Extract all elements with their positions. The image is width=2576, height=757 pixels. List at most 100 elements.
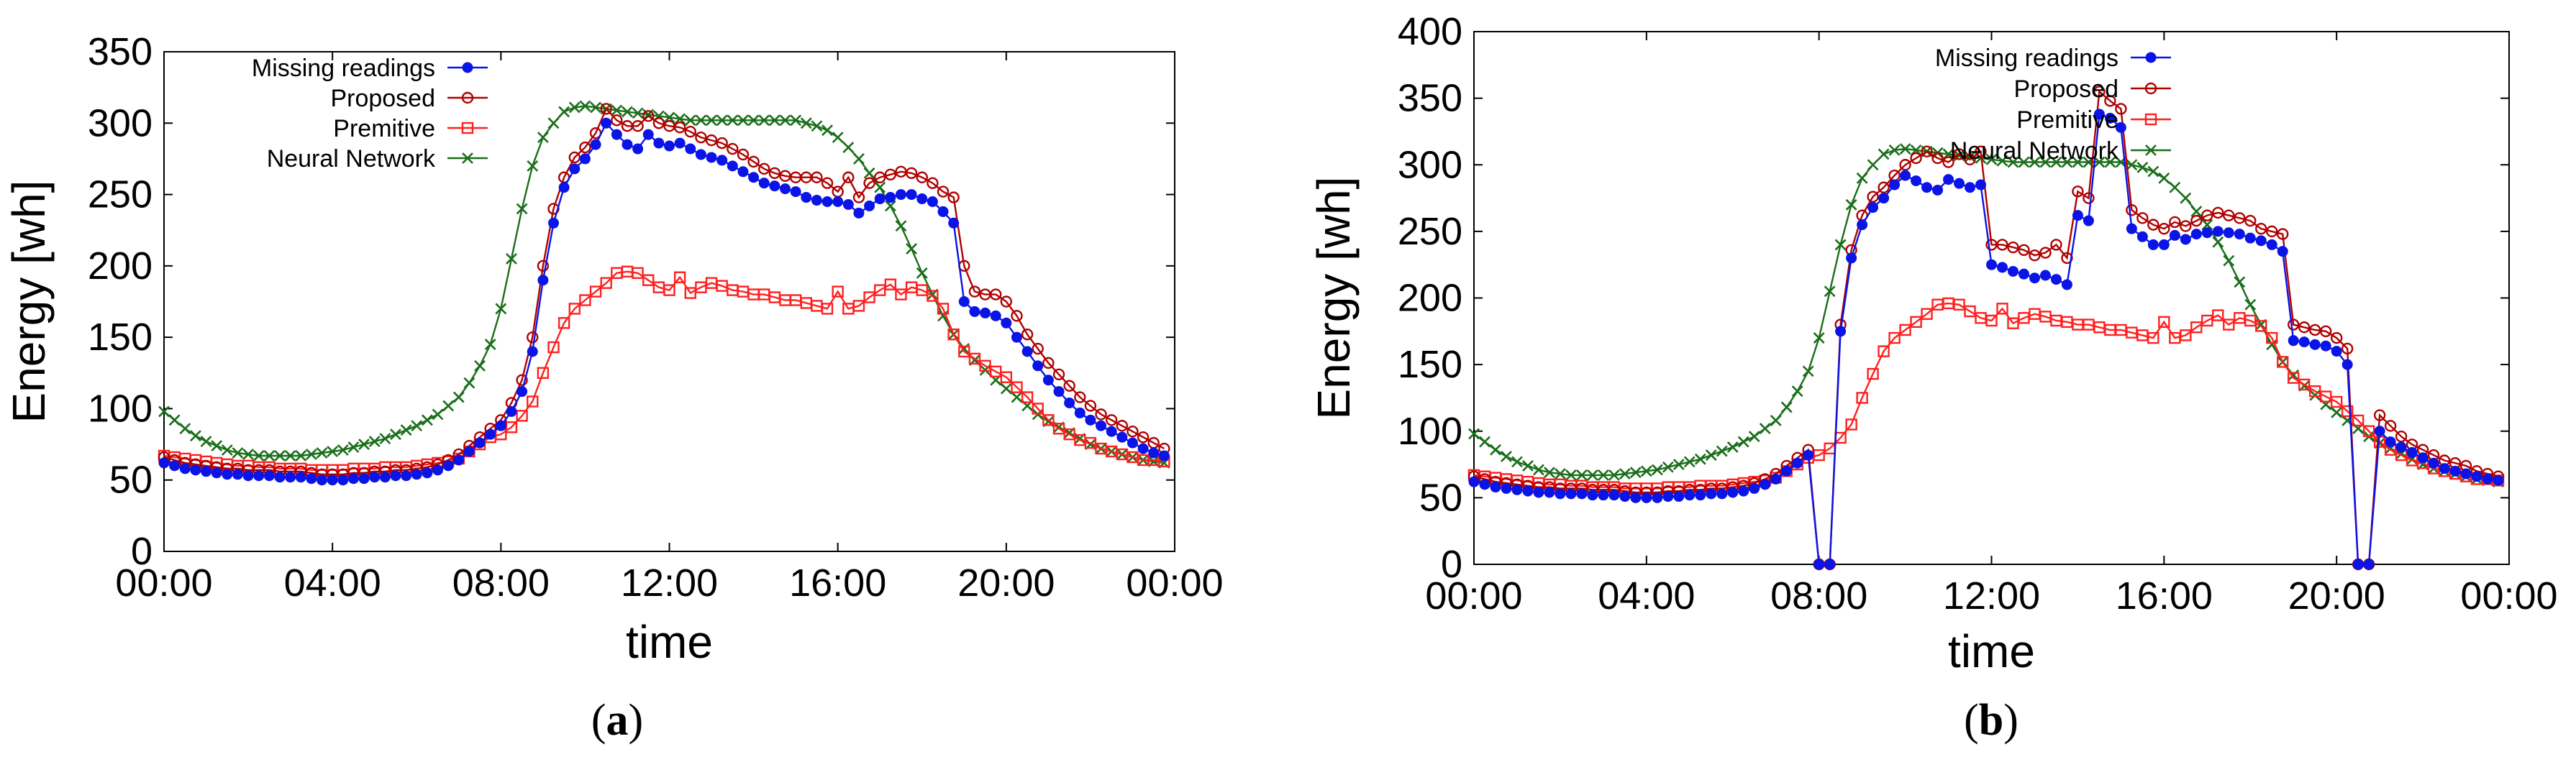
data-point (1985, 314, 1998, 327)
x-tick-label: 16:00 (789, 561, 886, 605)
data-point (516, 410, 528, 422)
data-point (2288, 318, 2300, 331)
data-point (1586, 469, 1598, 481)
data-point (779, 114, 791, 127)
data-point (937, 310, 949, 322)
data-point (1651, 464, 1663, 476)
legend-marker-missing-readings (2131, 52, 2171, 63)
data-point (2093, 109, 2105, 120)
legend-marker-neural-network (447, 152, 488, 164)
data-point (874, 171, 886, 183)
data-point (990, 310, 1001, 321)
data-point (463, 446, 475, 457)
data-point (358, 439, 370, 450)
data-point (1889, 179, 1901, 191)
data-point (200, 436, 212, 448)
data-point (852, 300, 865, 312)
data-point (474, 437, 486, 449)
data-point (2373, 409, 2386, 421)
data-point (1063, 380, 1075, 392)
data-point (758, 114, 770, 127)
data-point (642, 274, 655, 286)
data-point (1479, 479, 1490, 490)
legend-a: Missing readings Proposed Premitive Neur… (252, 55, 488, 173)
data-point (295, 450, 307, 462)
data-point (1900, 170, 1911, 181)
data-point (2385, 436, 2396, 448)
x-tick-label: 08:00 (452, 561, 550, 605)
data-point (2190, 321, 2203, 334)
data-point (2212, 206, 2224, 219)
data-point (674, 113, 686, 125)
data-point (284, 450, 296, 462)
data-point (1706, 488, 1717, 500)
data-point (706, 152, 717, 163)
data-point (737, 148, 750, 161)
data-point (737, 166, 749, 178)
data-point (600, 277, 612, 289)
data-point (1608, 490, 1620, 501)
data-point (1943, 174, 1954, 185)
data-point (579, 100, 591, 112)
y-axis-label-a: Energy [wh] (3, 180, 55, 423)
data-point (832, 132, 844, 144)
data-point (811, 120, 823, 132)
data-point (2319, 325, 2332, 338)
data-point (1965, 182, 1976, 193)
data-point (2298, 378, 2311, 391)
data-point (968, 352, 981, 365)
data-point (1813, 332, 1825, 344)
data-point (463, 377, 475, 389)
data-point (1576, 488, 1588, 500)
data-point (347, 473, 359, 485)
legend-label-neural-network: Neural Network (1950, 137, 2119, 165)
data-point (158, 405, 170, 418)
data-point (727, 114, 739, 127)
y-tick-label: 200 (88, 244, 153, 288)
data-point (916, 267, 928, 279)
data-point (421, 414, 433, 426)
data-point (201, 466, 212, 477)
data-point (1975, 179, 1987, 191)
data-point (2201, 209, 2213, 221)
data-point (958, 296, 970, 307)
legend-marker-premitive (447, 121, 488, 134)
x-tick-label: 08:00 (1770, 574, 1867, 618)
data-point (2147, 165, 2159, 178)
data-point (747, 155, 760, 168)
data-point (989, 288, 1002, 300)
x-tick-label: 04:00 (284, 561, 381, 605)
data-point (821, 177, 834, 189)
data-point (1834, 239, 1847, 251)
data-point (2352, 559, 2364, 570)
data-point (411, 469, 422, 480)
data-point (822, 124, 833, 137)
data-point (937, 185, 950, 198)
data-point (1127, 437, 1138, 449)
data-point (1857, 219, 1868, 231)
data-point (401, 470, 412, 482)
y-tick-label: 0 (131, 530, 153, 573)
data-point (1032, 342, 1044, 355)
data-point (758, 162, 770, 175)
data-point (2158, 222, 2170, 235)
data-point (2007, 241, 2019, 254)
data-point (1662, 461, 1674, 473)
data-point (2039, 247, 2052, 259)
data-point (1899, 324, 1911, 336)
data-point (1053, 386, 1065, 398)
data-point (2190, 206, 2203, 218)
data-point (1996, 303, 2008, 315)
data-point (864, 200, 875, 211)
data-point (2374, 426, 2385, 437)
data-point (358, 473, 370, 485)
data-point (1158, 450, 1170, 462)
data-point (1996, 155, 2008, 167)
series-premitive (1467, 297, 2505, 495)
x-tick-label: 00:00 (115, 561, 212, 605)
data-point (2136, 212, 2149, 224)
data-point (1479, 436, 1490, 448)
data-point (2331, 406, 2343, 418)
y-axis-ticks-b: 0 50 100 150 200 250 300 350 400 (1398, 10, 2509, 586)
